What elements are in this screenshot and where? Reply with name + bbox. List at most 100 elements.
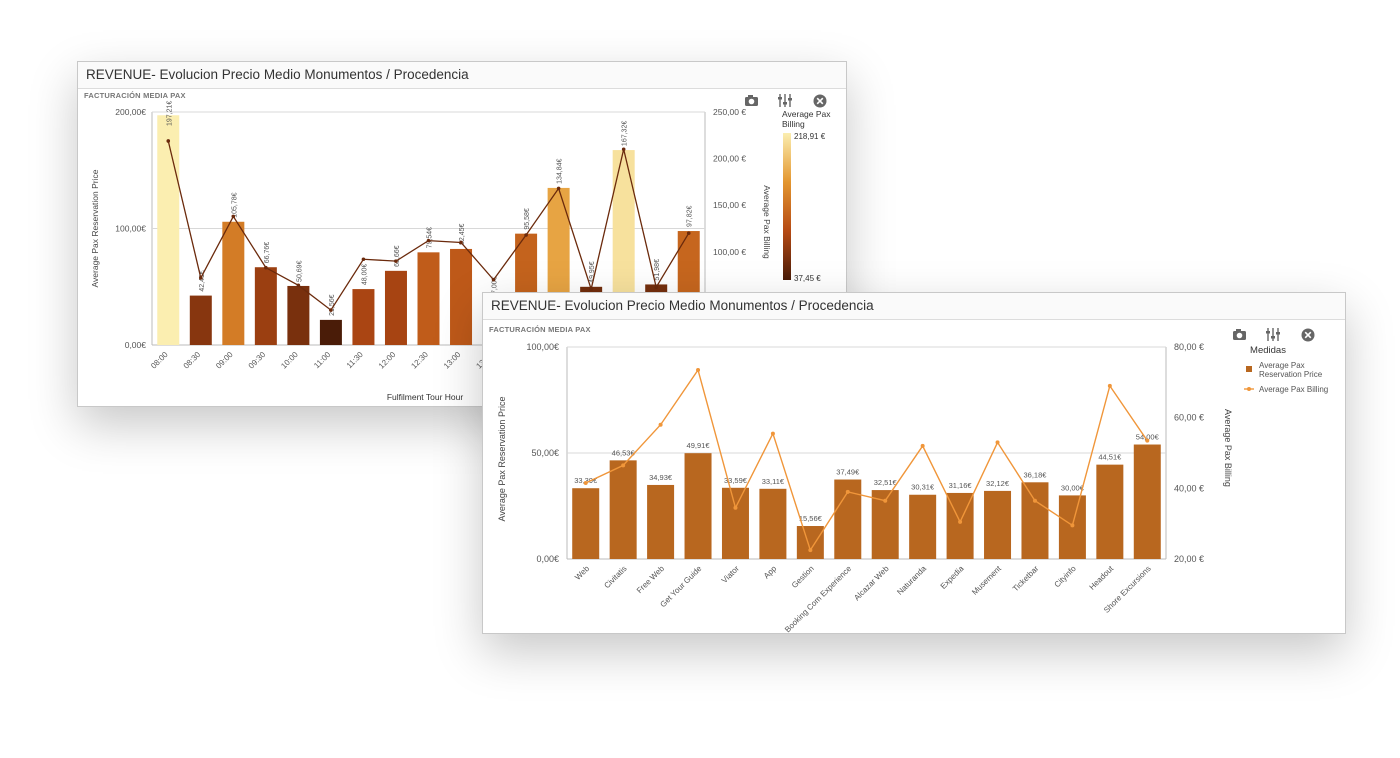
data-label: 49,95€ <box>589 261 596 283</box>
x-tick-label: Naturanda <box>895 564 928 597</box>
legend-min: 37,45 € <box>794 274 821 283</box>
billing-point <box>1032 498 1037 503</box>
data-label: 197,21€ <box>166 101 173 126</box>
chart-panel-source[interactable]: REVENUE- Evolucion Precio Medio Monument… <box>482 292 1346 634</box>
y2-tick-label: 100,00 € <box>713 247 746 257</box>
bar <box>222 221 245 345</box>
bar <box>1021 482 1049 559</box>
data-label: 33,11€ <box>762 477 785 486</box>
x-tick-label: Booking Com Experience <box>783 564 854 635</box>
billing-point <box>920 443 925 448</box>
data-label: 37,00€ <box>492 276 499 298</box>
data-label: 15,56€ <box>799 514 823 523</box>
billing-point <box>770 431 775 436</box>
billing-point <box>296 283 301 288</box>
billing-point <box>583 481 588 486</box>
panel-title: REVENUE- Evolucion Precio Medio Monument… <box>483 293 1345 320</box>
y-tick-label: 100,00€ <box>115 224 146 234</box>
bar <box>909 494 937 559</box>
camera-icon[interactable] <box>745 95 758 106</box>
data-label: 33,39€ <box>574 476 598 485</box>
data-label: 49,91€ <box>687 441 711 450</box>
x-tick-label: Ticketbar <box>1011 564 1041 594</box>
panel-subtitle: FACTURACIÓN MEDIA PAX <box>489 325 591 334</box>
data-label: 32,12€ <box>986 479 1010 488</box>
data-label: 50,69€ <box>296 260 303 282</box>
y2-tick-label: 20,00 € <box>1174 554 1204 564</box>
x-tick-label: 12:30 <box>409 350 430 371</box>
billing-point <box>394 259 398 263</box>
legend-title: Medidas <box>1250 345 1286 356</box>
data-label: 48,00€ <box>361 264 368 286</box>
data-label: 42,41€ <box>199 270 206 292</box>
data-label: 97,82€ <box>687 206 694 228</box>
legend-swatch-point <box>1247 387 1251 391</box>
data-label: 34,93€ <box>649 473 673 482</box>
data-label: 105,78€ <box>231 192 238 217</box>
x-tick-label: Free Web <box>635 564 666 595</box>
bar <box>254 267 277 345</box>
billing-point <box>845 489 850 494</box>
legend-max: 218,91 € <box>794 132 826 141</box>
y-axis-title: Average Pax Reservation Price <box>90 169 100 287</box>
legend-title-line2: Billing <box>782 119 805 129</box>
y2-tick-label: 60,00 € <box>1174 413 1204 423</box>
data-label: 54,00€ <box>1136 433 1160 442</box>
bar <box>609 460 637 559</box>
billing-point <box>654 285 659 290</box>
billing-point <box>589 287 593 291</box>
y2-tick-label: 250,00 € <box>713 107 746 117</box>
data-label: 63,66€ <box>394 245 401 267</box>
bar <box>319 319 342 345</box>
y2-tick-label: 80,00 € <box>1174 342 1204 352</box>
legend-title: Average Pax <box>782 109 831 119</box>
y-tick-label: 0,00€ <box>536 554 559 564</box>
data-label: 134,84€ <box>557 159 564 184</box>
y-tick-label: 50,00€ <box>531 448 559 458</box>
x-tick-label: 10:00 <box>279 350 300 371</box>
panel-subtitle: FACTURACIÓN MEDIA PAX <box>84 91 186 100</box>
billing-point <box>696 367 701 372</box>
x-tick-label: Web <box>573 564 591 582</box>
data-label: 44,51€ <box>1098 453 1122 462</box>
x-tick-label: 12:00 <box>377 350 398 371</box>
data-label: 167,32€ <box>622 121 629 146</box>
close-icon[interactable] <box>1301 328 1315 342</box>
data-label: 33,59€ <box>724 476 748 485</box>
bar <box>759 488 787 559</box>
panel-title: REVENUE- Evolucion Precio Medio Monument… <box>78 62 846 89</box>
x-tick-label: 13:00 <box>442 350 463 371</box>
billing-point <box>264 265 268 270</box>
data-label: 37,49€ <box>836 468 860 477</box>
billing-point <box>621 147 626 152</box>
billing-point <box>491 277 496 282</box>
billing-point <box>459 240 463 245</box>
data-label: 30,00€ <box>1061 483 1085 492</box>
x-tick-label: Expedia <box>939 564 966 591</box>
bar <box>352 289 375 345</box>
bar <box>384 270 407 345</box>
billing-point <box>1107 383 1112 388</box>
x-tick-label: App <box>762 564 779 581</box>
x-tick-label: 11:00 <box>312 350 332 370</box>
bar <box>189 295 212 345</box>
billing-point <box>198 276 203 280</box>
sliders-icon[interactable] <box>1266 328 1280 341</box>
data-label: 95,58€ <box>524 208 531 230</box>
x-tick-label: 09:30 <box>247 350 268 371</box>
billing-point <box>958 519 963 524</box>
x-tick-label: Viator <box>720 564 741 585</box>
billing-point <box>808 548 813 553</box>
billing-point <box>733 505 738 510</box>
x-tick-label: Cityinfo <box>1053 564 1079 590</box>
close-icon[interactable] <box>813 94 827 108</box>
camera-icon[interactable] <box>1233 329 1246 340</box>
bar <box>1096 464 1124 559</box>
y-axis-title: Average Pax Reservation Price <box>497 397 507 522</box>
x-tick-label: Headout <box>1088 564 1116 592</box>
data-label: 36,18€ <box>1023 470 1047 479</box>
billing-point <box>686 231 691 235</box>
sliders-icon[interactable] <box>778 94 792 107</box>
bar <box>1133 444 1161 559</box>
data-label: 31,16€ <box>949 481 973 490</box>
